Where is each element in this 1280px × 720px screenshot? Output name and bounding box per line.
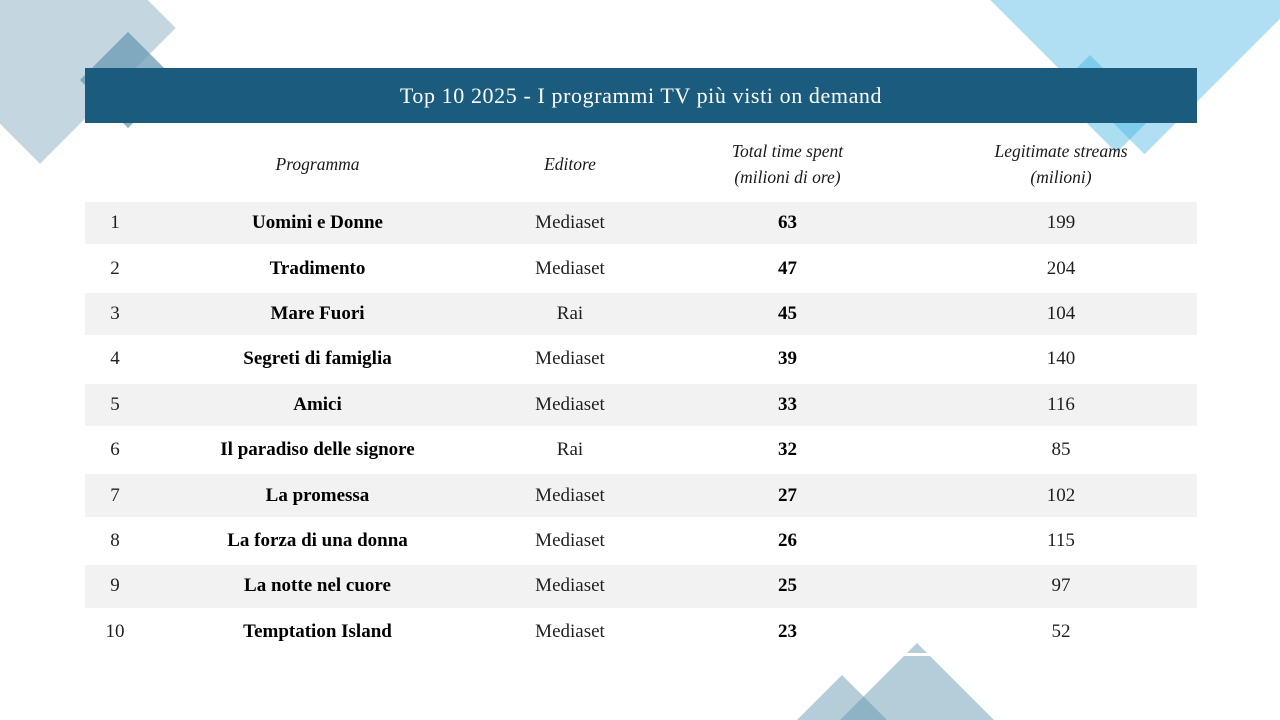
cell-rank: 7 <box>110 484 120 506</box>
cell-programma: La forza di una donna <box>227 529 408 551</box>
cell-programma: La notte nel cuore <box>244 575 391 597</box>
cell-time-spent: 23 <box>778 620 797 642</box>
cell-editore: Rai <box>556 302 584 324</box>
cell-rank: 8 <box>110 529 120 551</box>
cell-streams: 199 <box>1046 212 1076 234</box>
cell-streams: 104 <box>1046 302 1076 324</box>
cell-programma: Tradimento <box>269 257 366 279</box>
cell-editore: Mediaset <box>535 257 605 279</box>
cell-streams: 102 <box>1046 484 1076 506</box>
table-row: 6 Il paradiso delle signore Rai 32 85 <box>85 429 1197 475</box>
cell-streams: 115 <box>1047 529 1075 551</box>
cell-rank: 3 <box>110 302 120 324</box>
slide-title: Top 10 2025 - I programmi TV più visti o… <box>399 82 883 108</box>
cell-editore: Mediaset <box>535 575 605 597</box>
cell-time-spent: 47 <box>778 257 797 279</box>
cell-editore: Mediaset <box>535 529 605 551</box>
cell-streams: 204 <box>1046 257 1076 279</box>
table-row: 2 Tradimento Mediaset 47 204 <box>85 247 1197 293</box>
cell-rank: 2 <box>110 257 120 279</box>
cell-programma: Mare Fuori <box>270 302 365 324</box>
cell-time-spent: 26 <box>778 529 797 551</box>
column-header-editore: Editore <box>544 154 596 174</box>
cell-streams: 97 <box>1051 575 1071 597</box>
table-body: 1 Uomini e Donne Mediaset 63 199 2 Tradi… <box>85 202 1197 656</box>
cell-editore: Mediaset <box>535 393 605 415</box>
cell-streams: 85 <box>1051 439 1071 461</box>
slide-title-bar: Top 10 2025 - I programmi TV più visti o… <box>85 68 1197 123</box>
cell-time-spent: 25 <box>778 575 797 597</box>
cell-time-spent: 45 <box>778 302 797 324</box>
cell-editore: Mediaset <box>535 212 605 234</box>
cell-editore: Mediaset <box>535 348 605 370</box>
table-column-headers: Programma Editore Total time spent (mili… <box>85 126 1197 202</box>
cell-rank: 5 <box>110 393 120 415</box>
cell-rank: 4 <box>110 348 120 370</box>
table-row: 8 La forza di una donna Mediaset 26 115 <box>85 520 1197 566</box>
table-row: 5 Amici Mediaset 33 116 <box>85 383 1197 429</box>
cell-programma: Segreti di famiglia <box>243 348 392 370</box>
table-row: 1 Uomini e Donne Mediaset 63 199 <box>85 202 1197 248</box>
cell-streams: 116 <box>1047 393 1075 415</box>
cell-editore: Mediaset <box>535 620 605 642</box>
cell-editore: Rai <box>556 439 584 461</box>
cell-programma: La promessa <box>265 484 370 506</box>
cell-programma: Uomini e Donne <box>252 212 383 234</box>
cell-time-spent: 39 <box>778 348 797 370</box>
cell-rank: 6 <box>110 439 120 461</box>
cell-time-spent: 63 <box>778 212 797 234</box>
table-row: 10 Temptation Island Mediaset 23 52 <box>85 611 1197 656</box>
column-header-programma: Programma <box>275 154 360 174</box>
cell-programma: Il paradiso delle signore <box>220 439 415 461</box>
cell-rank: 10 <box>105 620 125 642</box>
table-row: 7 La promessa Mediaset 27 102 <box>85 474 1197 520</box>
cell-programma: Temptation Island <box>243 620 392 642</box>
cell-programma: Amici <box>293 393 342 415</box>
table-row: 3 Mare Fuori Rai 45 104 <box>85 292 1197 339</box>
cell-rank: 1 <box>110 212 120 234</box>
column-header-total-time-spent: Total time spent (milioni di ore) <box>731 141 844 187</box>
cell-time-spent: 27 <box>778 484 797 506</box>
cell-time-spent: 32 <box>778 439 797 461</box>
table-row: 9 La notte nel cuore Mediaset 25 97 <box>85 565 1197 611</box>
cell-time-spent: 33 <box>778 393 797 415</box>
cell-streams: 52 <box>1051 620 1071 642</box>
column-header-legitimate-streams: Legitimate streams (milioni) <box>994 141 1128 187</box>
cell-editore: Mediaset <box>535 484 605 506</box>
cell-rank: 9 <box>110 575 120 597</box>
table-row: 4 Segreti di famiglia Mediaset 39 140 <box>85 338 1197 384</box>
cell-streams: 140 <box>1046 348 1076 370</box>
